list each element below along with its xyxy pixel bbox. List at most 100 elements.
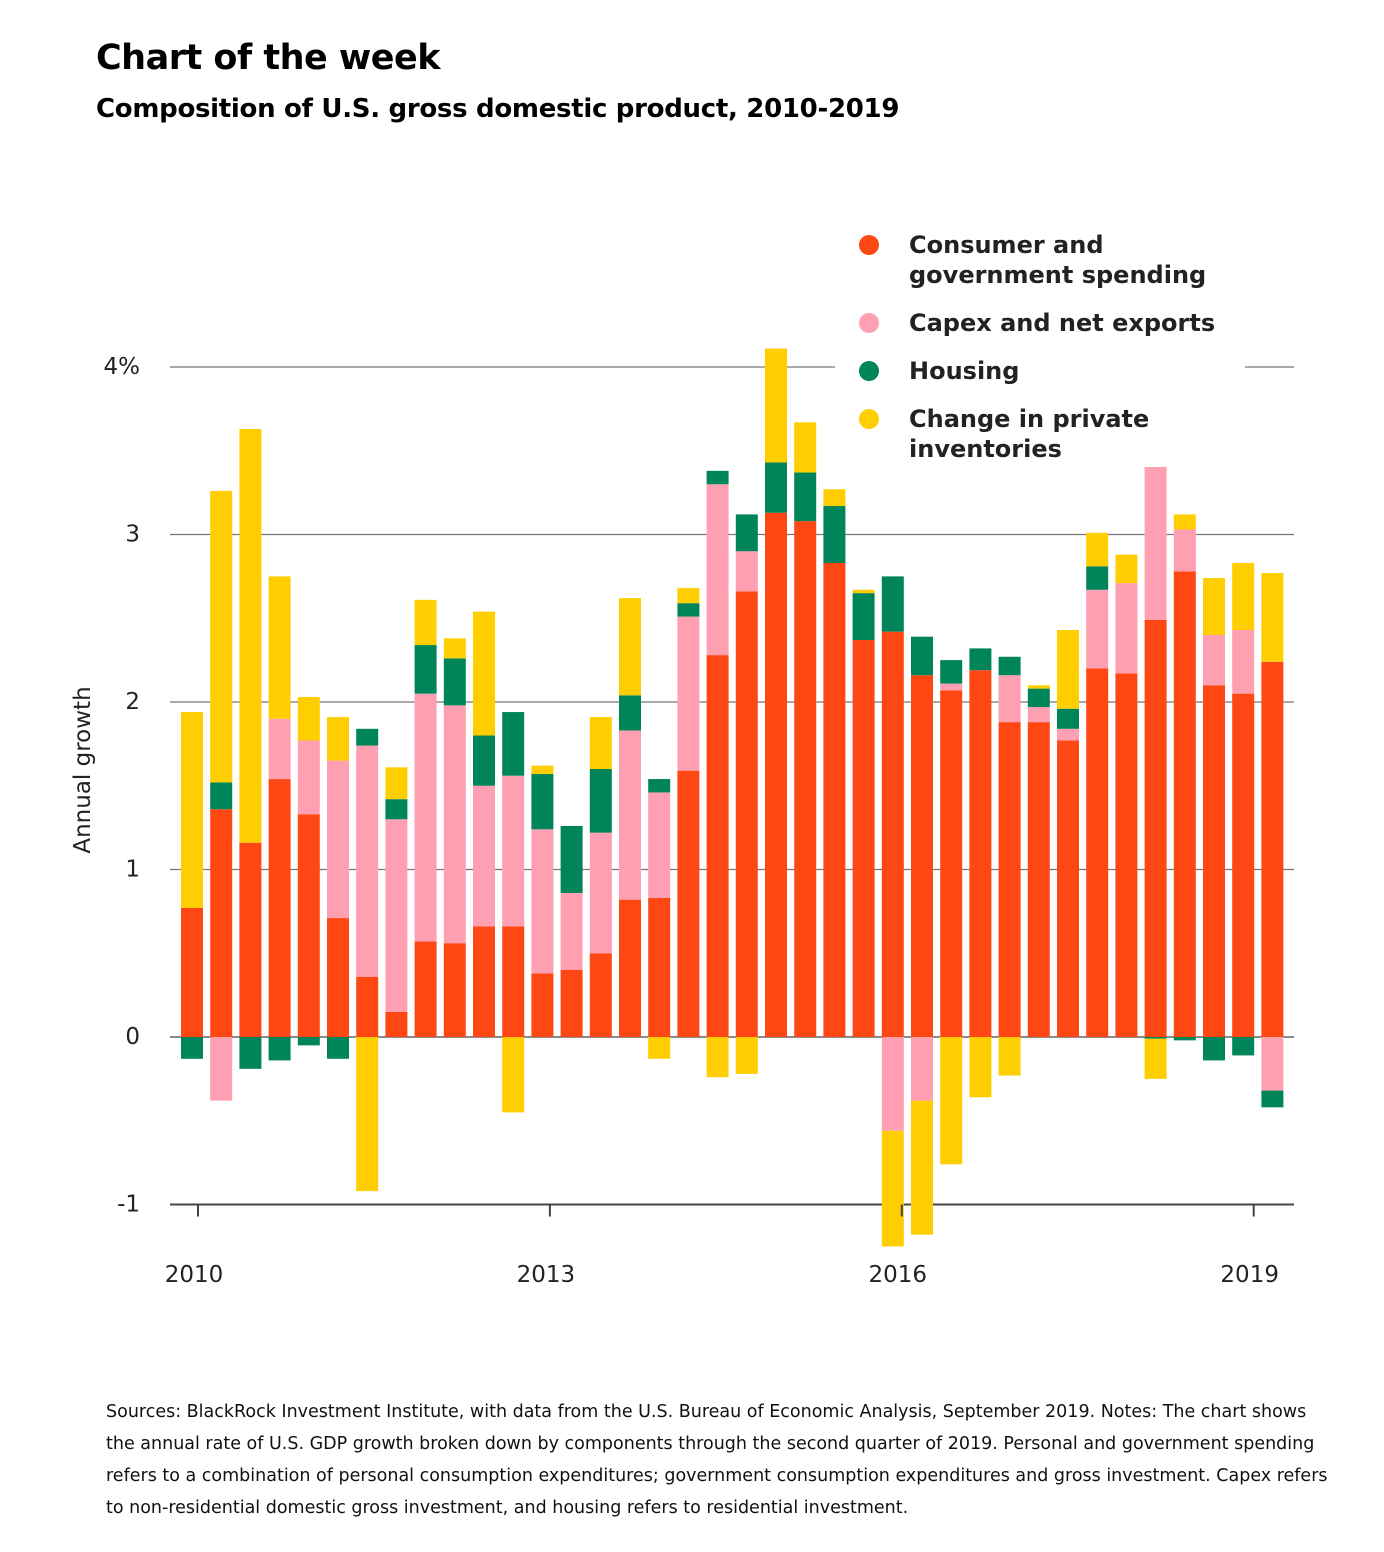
bar-segment-spending bbox=[706, 655, 729, 1037]
bar-segment-inventories bbox=[327, 717, 349, 761]
legend-swatch-inventories bbox=[859, 409, 879, 429]
bar-segment-inventories bbox=[414, 599, 437, 646]
bar-segment-capex bbox=[414, 693, 437, 942]
bar-segment-housing bbox=[940, 660, 963, 684]
chart-title: Chart of the week bbox=[96, 38, 441, 78]
bar-segment-inventories bbox=[239, 428, 262, 843]
bar-segment-spending bbox=[794, 521, 817, 1037]
bars bbox=[181, 348, 1284, 1247]
bar-segment-capex bbox=[356, 745, 379, 977]
bar-segment-inventories bbox=[677, 588, 700, 604]
bar-segment-spending bbox=[852, 640, 875, 1037]
bar-segment-capex bbox=[998, 675, 1021, 723]
bar-segment-spending bbox=[735, 591, 758, 1037]
bar-segment-capex bbox=[560, 892, 583, 970]
bar-segment-spending bbox=[881, 631, 904, 1037]
legend-label: Capex and net exports bbox=[909, 309, 1215, 337]
bar-segment-housing bbox=[239, 1037, 262, 1069]
bar-segment-spending bbox=[473, 926, 495, 1037]
bar-segment-housing bbox=[969, 648, 992, 671]
bar-segment-housing bbox=[181, 1037, 203, 1059]
bar-segment-inventories bbox=[1086, 532, 1109, 567]
bar-segment-capex bbox=[911, 1037, 933, 1101]
bar-segment-inventories bbox=[823, 489, 846, 507]
bar-segment-inventories bbox=[443, 638, 466, 659]
bar-segment-housing bbox=[473, 735, 495, 786]
bar-segment-capex bbox=[1057, 728, 1079, 741]
bar-segment-spending bbox=[385, 1011, 408, 1037]
legend-label: Consumer and bbox=[909, 231, 1104, 259]
bar-segment-capex bbox=[1232, 629, 1255, 694]
bar-segment-capex bbox=[648, 792, 671, 898]
bar-segment-spending bbox=[1173, 571, 1196, 1037]
bar-segment-capex bbox=[1173, 529, 1196, 572]
bar-segment-housing bbox=[502, 712, 525, 776]
bar-segment-capex bbox=[385, 819, 408, 1012]
x-tick-label: 2010 bbox=[165, 1262, 224, 1288]
bar-segment-housing bbox=[589, 769, 612, 833]
bar-segment-housing bbox=[356, 728, 379, 746]
bar-segment-housing bbox=[1086, 566, 1109, 590]
bar-segment-inventories bbox=[1173, 514, 1196, 530]
bar-segment-capex bbox=[706, 484, 729, 656]
chart-svg: -1 0 1 2 3 4% Annual growth 2010 2013 2016 2019 Co… bbox=[70, 231, 1294, 1288]
bar-segment-housing bbox=[1261, 1090, 1284, 1108]
bar-segment-capex bbox=[1086, 589, 1109, 669]
x-tick-label: 2016 bbox=[869, 1262, 928, 1288]
bar-segment-inventories bbox=[969, 1037, 992, 1098]
bar-segment-inventories bbox=[1261, 573, 1284, 662]
bar-segment-spending bbox=[1115, 673, 1138, 1037]
bar-segment-capex bbox=[1203, 635, 1225, 686]
bar-segment-housing bbox=[560, 825, 583, 893]
bar-segment-spending bbox=[969, 670, 992, 1037]
bar-segment-inventories bbox=[881, 1130, 904, 1247]
legend-swatch-spending bbox=[859, 235, 879, 255]
bar-segment-housing bbox=[268, 1037, 291, 1061]
bar-segment-inventories bbox=[356, 1037, 379, 1192]
axes: -1 0 1 2 3 4% Annual growth 2010 2013 2016 2019 bbox=[70, 354, 1279, 1288]
bar-segment-housing bbox=[619, 695, 641, 731]
bar-segment-capex bbox=[268, 718, 291, 780]
bar-segment-capex bbox=[677, 616, 700, 771]
bar-segment-housing bbox=[765, 462, 787, 513]
bar-segment-spending bbox=[1057, 740, 1079, 1037]
bar-segment-capex bbox=[531, 829, 554, 974]
bar-segment-housing bbox=[297, 1037, 320, 1046]
bar-segment-inventories bbox=[852, 589, 875, 594]
bar-segment-capex bbox=[327, 760, 349, 919]
bar-segment-housing bbox=[327, 1037, 349, 1059]
legend-label: inventories bbox=[909, 435, 1062, 463]
bar-segment-housing bbox=[998, 656, 1021, 676]
bar-segment-inventories bbox=[589, 717, 612, 769]
bar-segment-inventories bbox=[794, 422, 817, 473]
bar-segment-housing bbox=[443, 658, 466, 706]
bar-segment-inventories bbox=[1115, 554, 1138, 584]
bar-segment-spending bbox=[1144, 619, 1167, 1037]
bar-segment-inventories bbox=[706, 1037, 729, 1078]
bar-segment-inventories bbox=[1144, 1038, 1167, 1079]
bar-segment-capex bbox=[297, 740, 320, 815]
bar-segment-capex bbox=[1115, 583, 1138, 674]
bar-segment-capex bbox=[881, 1037, 904, 1131]
legend-label: government spending bbox=[909, 261, 1206, 289]
bar-segment-inventories bbox=[1203, 578, 1225, 635]
bar-segment-spending bbox=[998, 722, 1021, 1037]
bar-segment-housing bbox=[823, 506, 846, 563]
bar-segment-spending bbox=[181, 908, 203, 1037]
legend-label: Change in private bbox=[909, 405, 1149, 433]
bar-segment-capex bbox=[473, 785, 495, 927]
bar-segment-housing bbox=[648, 779, 671, 793]
y-tick-label: -1 bbox=[117, 1192, 140, 1218]
bar-segment-housing bbox=[852, 593, 875, 641]
bar-segment-capex bbox=[502, 775, 525, 927]
source-notes: Sources: BlackRock Investment Institute,… bbox=[106, 1402, 1328, 1518]
bar-segment-spending bbox=[1232, 693, 1255, 1037]
bar-segment-spending bbox=[1203, 685, 1225, 1037]
bar-segment-spending bbox=[356, 976, 379, 1037]
bar-segment-housing bbox=[1173, 1037, 1196, 1041]
bar-segment-spending bbox=[443, 943, 466, 1037]
bar-segment-capex bbox=[589, 832, 612, 954]
bar-segment-inventories bbox=[1232, 562, 1255, 630]
bar-segment-housing bbox=[706, 470, 729, 485]
